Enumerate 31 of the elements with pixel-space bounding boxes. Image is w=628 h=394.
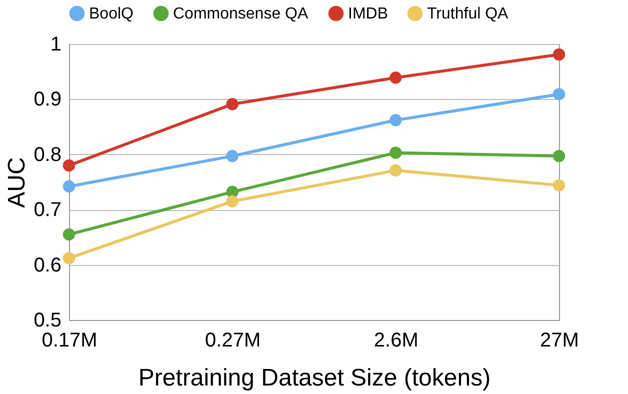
point [226,98,238,110]
point [62,228,76,241]
y-tick-label: 0.7 [34,199,62,222]
point [390,164,402,177]
x-axis-title: Pretraining Dataset Size (tokens) [138,364,491,392]
point [552,88,566,100]
y-tick-label: 0.9 [34,88,62,111]
point [390,114,402,126]
y-tick-label: 0.6 [34,254,62,276]
point [226,195,238,208]
y-tick-label: 0.5 [34,310,62,332]
y-tick-label: 0.8 [34,144,62,166]
point [226,150,238,162]
point [552,48,566,61]
x-tick-label: 0.17M [42,330,98,352]
x-tick-label: 2.6M [374,330,418,352]
legend-label: BoolQ [89,5,134,22]
point [62,180,76,193]
point [552,179,566,192]
point [390,146,402,159]
x-tick-label: 0.27M [205,330,261,352]
point [552,150,566,162]
legend-label: Commonsense QA [173,5,308,22]
legend-label: IMDB [348,5,388,22]
legend-label: Truthful QA [427,5,509,22]
y-axis-title: AUC [4,157,31,208]
x-tick-label: 27M [540,330,579,352]
point [62,159,76,172]
y-tick-label: 1 [50,34,62,56]
point [62,252,76,264]
point [390,72,402,84]
